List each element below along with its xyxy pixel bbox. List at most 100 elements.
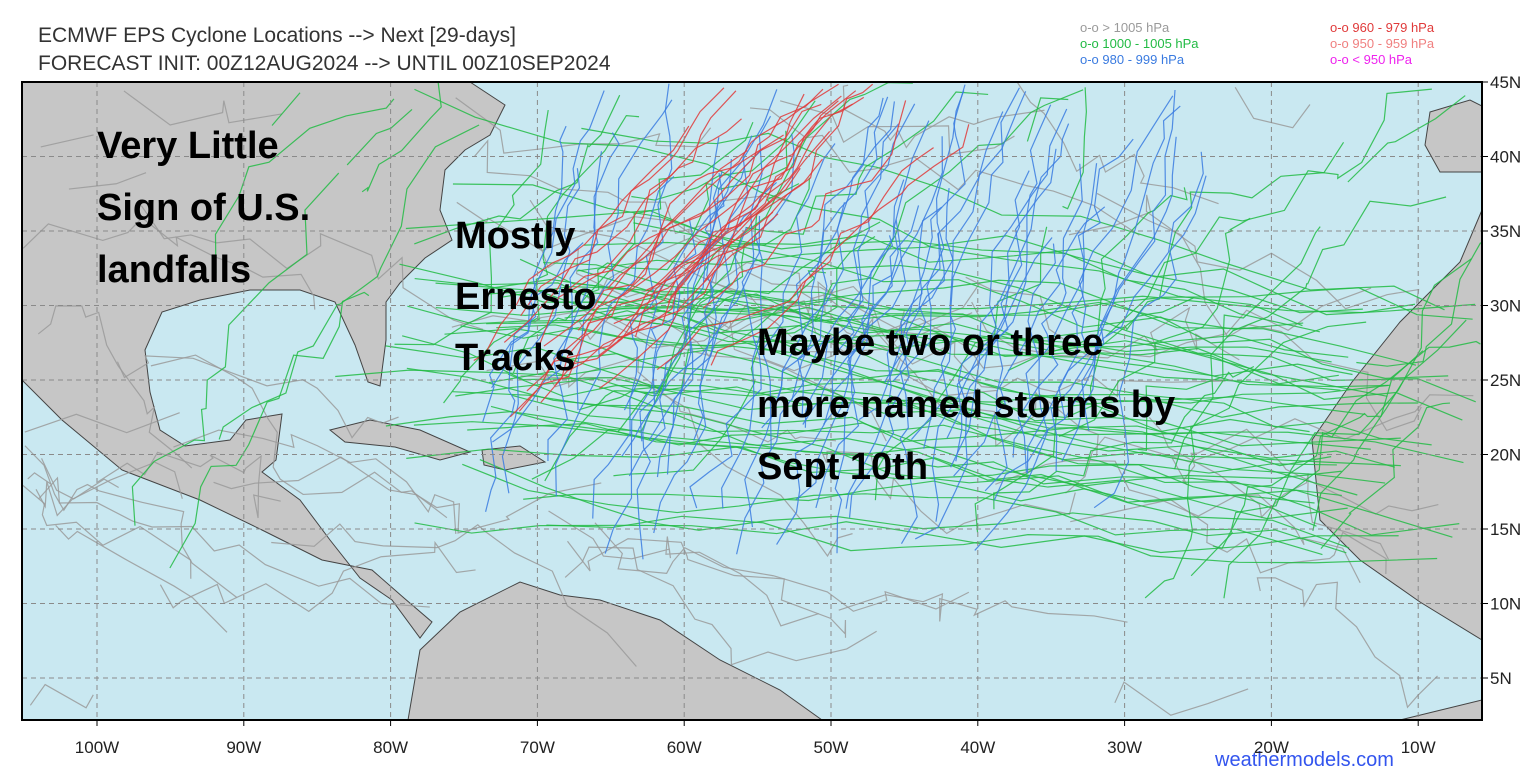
lon-label: 20W (1254, 738, 1289, 757)
track (543, 134, 784, 347)
lat-label: 25N (1490, 371, 1521, 390)
track (923, 91, 1027, 449)
track (1017, 163, 1083, 473)
lon-label: 50W (814, 738, 849, 757)
annotation: Mostly (455, 215, 575, 257)
track (564, 546, 877, 666)
track (702, 100, 907, 309)
track (405, 209, 1320, 333)
track (24, 412, 180, 434)
track (1234, 87, 1311, 129)
track (1115, 141, 1345, 331)
annotation: Sept 10th (757, 446, 928, 488)
lon-label: 40W (960, 738, 995, 757)
track (490, 405, 1342, 487)
track (953, 206, 1106, 477)
track (385, 411, 1350, 549)
track (452, 391, 1464, 464)
track (1007, 187, 1188, 372)
track (639, 89, 778, 442)
track (568, 103, 822, 290)
track (613, 100, 839, 325)
legend-entry: o-o > 1005 hPa (1080, 20, 1170, 35)
track (795, 235, 894, 501)
track (838, 592, 1128, 623)
track (414, 88, 1303, 327)
track (779, 100, 1015, 155)
track (689, 216, 762, 509)
track (761, 143, 836, 450)
track (1093, 175, 1207, 509)
north-america (21, 81, 506, 639)
track (150, 354, 448, 519)
annotation: Maybe two or three (757, 322, 1103, 364)
annotation: more named storms by (757, 384, 1175, 426)
track (512, 121, 754, 374)
lat-label: 45N (1490, 73, 1521, 92)
track (1061, 151, 1204, 462)
track (721, 133, 795, 509)
subtitle: FORECAST INIT: 00Z12AUG2024 --> UNTIL 00… (38, 52, 611, 75)
track (693, 158, 732, 441)
track (736, 179, 905, 555)
track (1114, 681, 1249, 716)
track (874, 226, 1048, 501)
lat-label: 30N (1490, 297, 1521, 316)
track (116, 355, 399, 439)
legend-entry: o-o 960 - 979 hPa (1330, 20, 1435, 35)
credit: weathermodels.com (1214, 749, 1394, 769)
track (761, 101, 895, 429)
track (1062, 87, 1087, 210)
track (414, 521, 1399, 554)
track (993, 365, 1255, 510)
storm-tracks (22, 82, 1482, 716)
track (914, 237, 1053, 540)
track (607, 88, 824, 289)
track (617, 158, 823, 342)
track (1174, 196, 1447, 470)
track (546, 515, 1438, 564)
track (845, 188, 954, 509)
track (435, 282, 1401, 467)
track (214, 98, 395, 273)
lon-label: 70W (520, 738, 555, 757)
track (648, 115, 772, 441)
title: ECMWF EPS Cyclone Locations --> Next [29… (38, 24, 516, 47)
track (455, 378, 1386, 484)
track (1081, 105, 1181, 432)
track (523, 480, 1453, 538)
track (578, 315, 1056, 372)
lon-label: 80W (373, 738, 408, 757)
track (974, 297, 1195, 533)
track (858, 84, 966, 420)
track (667, 103, 853, 303)
annotation: Sign of U.S. (97, 187, 310, 229)
track (802, 120, 930, 425)
track (974, 243, 1056, 551)
lon-label: 90W (226, 738, 261, 757)
track (406, 446, 1317, 527)
lon-label: 10W (1401, 738, 1436, 757)
track (555, 175, 675, 497)
map-frame (21, 81, 1483, 721)
track (443, 114, 640, 404)
track (581, 127, 1445, 311)
track (645, 96, 865, 291)
graticule (22, 81, 1488, 726)
track (520, 355, 837, 443)
track (29, 683, 94, 709)
track (1212, 350, 1424, 550)
lat-label: 5N (1490, 669, 1512, 688)
track (883, 111, 1004, 383)
annotations: Very Little Sign of U.S. landfalls Mostly Er… (97, 125, 1175, 488)
track (414, 94, 621, 245)
legend-entry: o-o < 950 hPa (1330, 52, 1413, 67)
track (797, 96, 889, 417)
track (771, 89, 1084, 338)
track (473, 139, 790, 235)
track (1320, 402, 1451, 550)
track (950, 104, 1052, 468)
track (776, 205, 920, 545)
track (123, 90, 282, 126)
annotation: Tracks (455, 337, 575, 379)
